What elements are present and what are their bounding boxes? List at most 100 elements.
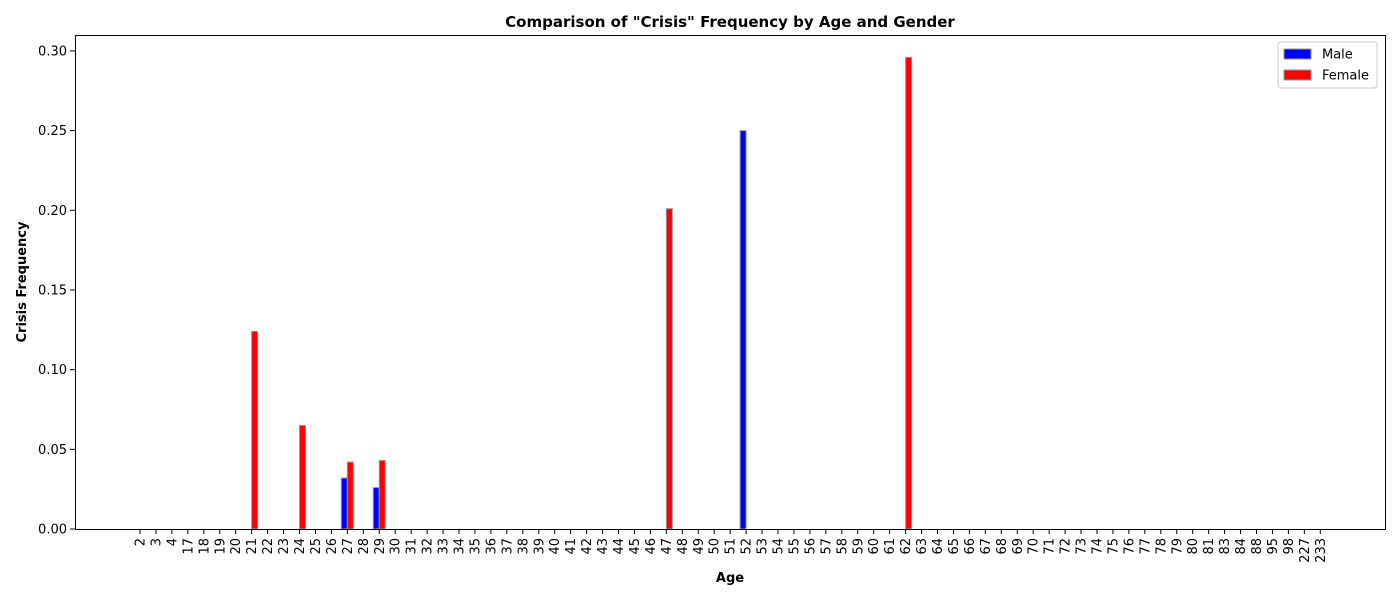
x-tick-label: 57	[819, 538, 834, 555]
x-tick-label: 227	[1298, 538, 1313, 563]
x-tick-label: 64	[931, 538, 946, 555]
x-tick-label: 95	[1266, 538, 1281, 555]
x-tick-label: 75	[1106, 538, 1121, 555]
x-tick-label: 44	[612, 538, 627, 555]
bar-male	[372, 487, 380, 530]
x-tick-label: 71	[1043, 538, 1058, 555]
x-tick-label: 88	[1250, 538, 1265, 555]
x-tick-label: 51	[724, 538, 739, 555]
x-tick-label: 34	[453, 538, 468, 555]
x-tick-label: 47	[660, 538, 675, 555]
y-tick-label: 0.30	[38, 44, 67, 59]
x-tick-label: 79	[1170, 538, 1185, 555]
x-tick-label: 37	[500, 538, 515, 555]
x-axis-label: Age	[716, 571, 744, 586]
x-tick-label: 68	[995, 538, 1010, 555]
x-tick-label: 20	[229, 538, 244, 555]
y-tick-label: 0.00	[38, 523, 67, 538]
x-tick-label: 26	[325, 538, 340, 555]
x-tick-label: 60	[867, 538, 882, 555]
bar-female	[905, 56, 913, 530]
x-tick-label: 76	[1122, 538, 1137, 555]
x-tick-label: 33	[437, 538, 452, 555]
x-axis: 2 3 4 17 18 19 20 21 22 23 24 25 26 27 28 29 30 31 32 33 34 3…	[134, 529, 1329, 563]
x-tick-label: 80	[1186, 538, 1201, 555]
x-tick-label: 73	[1075, 538, 1090, 555]
x-tick-label: 22	[261, 538, 276, 555]
bar-male	[340, 477, 348, 530]
x-tick-label: 56	[803, 538, 818, 555]
x-tick-label: 233	[1314, 538, 1329, 563]
x-tick-label: 62	[899, 538, 914, 555]
x-tick-label: 24	[293, 538, 308, 555]
x-tick-label: 70	[1027, 538, 1042, 555]
y-tick-label: 0.20	[38, 204, 67, 219]
x-tick-label: 21	[245, 538, 260, 555]
x-tick-label: 49	[692, 538, 707, 555]
x-tick-label: 2	[134, 538, 149, 546]
x-tick-label: 45	[628, 538, 643, 555]
legend-swatch-male	[1283, 48, 1312, 60]
x-tick-label: 29	[373, 538, 388, 555]
y-tick-label: 0.05	[38, 443, 67, 458]
legend-swatch-female	[1283, 69, 1312, 81]
x-tick-label: 39	[532, 538, 547, 555]
x-tick-label: 84	[1234, 538, 1249, 555]
x-tick-label: 83	[1218, 538, 1233, 555]
legend-label-male: Male	[1322, 48, 1353, 63]
x-tick-label: 43	[596, 538, 611, 555]
x-tick-label: 53	[756, 538, 771, 555]
y-axis: 0.00 0.05 0.10 0.15 0.20 0.25 0.30	[38, 44, 75, 538]
bar-female	[378, 459, 386, 530]
x-tick-label: 74	[1091, 538, 1106, 555]
bar-female	[665, 208, 673, 530]
plot-frame	[75, 35, 1386, 530]
x-tick-label: 58	[835, 538, 850, 555]
y-tick-label: 0.15	[38, 283, 67, 298]
y-tick-label: 0.25	[38, 124, 67, 139]
x-tick-label: 78	[1154, 538, 1169, 555]
x-tick-label: 72	[1059, 538, 1074, 555]
x-tick-label: 17	[181, 538, 196, 555]
x-tick-label: 98	[1282, 538, 1297, 555]
x-tick-label: 28	[357, 538, 372, 555]
x-tick-label: 30	[389, 538, 404, 555]
bar-male	[739, 130, 747, 530]
x-tick-label: 31	[405, 538, 420, 555]
x-tick-label: 36	[484, 538, 499, 555]
plot-area	[251, 56, 913, 530]
y-axis-label: Crisis Frequency	[15, 221, 30, 342]
bar-female	[299, 424, 306, 530]
x-tick-label: 54	[772, 538, 787, 555]
x-tick-label: 66	[963, 538, 978, 555]
x-tick-label: 67	[979, 538, 994, 555]
legend: Male Female	[1277, 41, 1378, 89]
x-tick-label: 63	[915, 538, 930, 555]
x-tick-label: 55	[787, 538, 802, 555]
x-tick-label: 50	[708, 538, 723, 555]
bar-female	[251, 330, 259, 530]
x-tick-label: 18	[197, 538, 212, 555]
x-tick-label: 52	[740, 538, 755, 555]
bar-female	[346, 461, 354, 530]
x-tick-label: 42	[580, 538, 595, 555]
x-tick-label: 77	[1138, 538, 1153, 555]
x-tick-label: 81	[1202, 538, 1217, 555]
legend-label-female: Female	[1322, 69, 1369, 84]
x-tick-label: 4	[165, 538, 180, 546]
y-tick-label: 0.10	[38, 363, 67, 378]
x-tick-label: 32	[421, 538, 436, 555]
x-tick-label: 3	[149, 538, 164, 546]
x-tick-label: 38	[516, 538, 531, 555]
x-tick-label: 35	[468, 538, 483, 555]
chart-title: Comparison of "Crisis" Frequency by Age …	[505, 13, 955, 31]
x-tick-label: 59	[851, 538, 866, 555]
x-tick-label: 19	[213, 538, 228, 555]
x-tick-label: 65	[947, 538, 962, 555]
x-tick-label: 23	[277, 538, 292, 555]
x-tick-label: 41	[564, 538, 579, 555]
x-tick-label: 27	[341, 538, 356, 555]
x-tick-label: 69	[1011, 538, 1026, 555]
x-tick-label: 61	[883, 538, 898, 555]
